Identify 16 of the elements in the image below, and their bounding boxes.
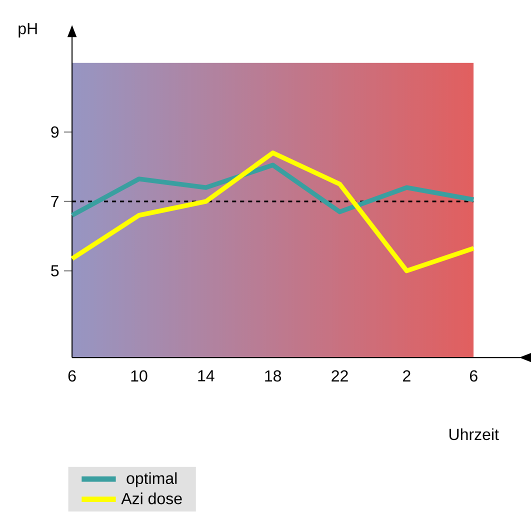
x-tick-label: 2 [403,370,410,382]
x-tick-label: 6 [68,370,76,382]
y-tick-label: 5 [51,265,59,277]
line-series [70,162,476,218]
x-tick-label: 14 [198,370,214,382]
y-tick-label: 9 [51,126,59,138]
x-tick-label: 6 [470,370,478,382]
y-tick-label: 7 [51,196,59,208]
legend-label: Azi dose [121,492,182,504]
x-tick-label: 18 [265,370,282,382]
x-axis-title: Uhrzeit [450,428,499,440]
x-tick-label: 22 [332,370,348,382]
line-series [70,150,476,274]
x-tick-label: 10 [131,370,148,382]
legend-label: optimal [126,472,177,488]
y-axis-title: pH [18,23,37,38]
